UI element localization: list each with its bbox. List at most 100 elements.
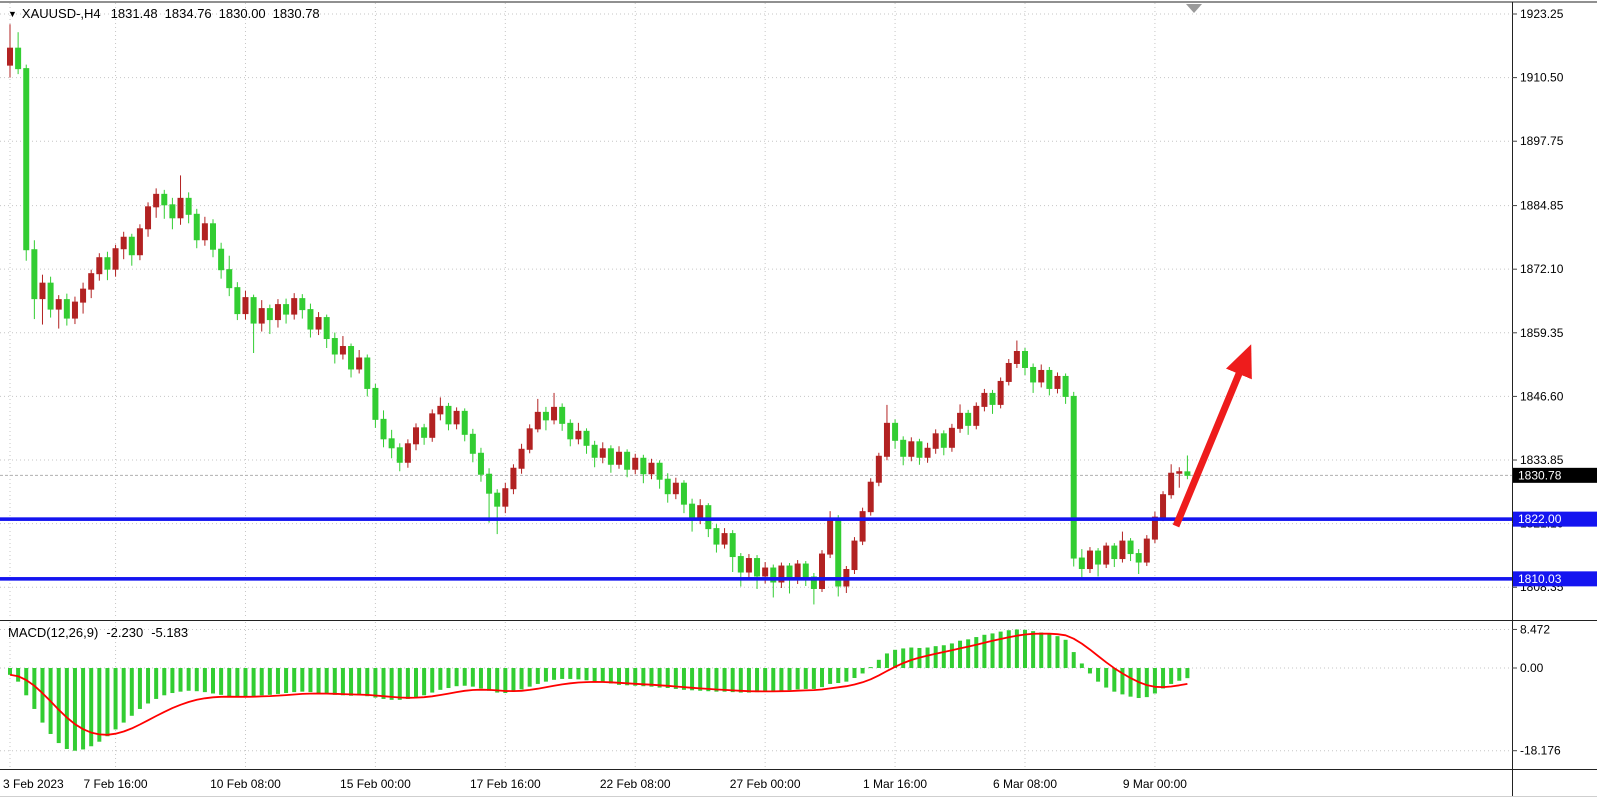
macd-histogram-bar [714,668,719,692]
macd-histogram-bar [746,668,751,693]
candle [997,380,1004,405]
macd-histogram-bar [844,668,849,682]
macd-histogram-bar [308,668,313,693]
symbol-period-label: XAUUSD-,H4 [21,6,101,21]
candle [388,438,395,449]
time-axis-label[interactable]: 15 Feb 00:00 [340,777,411,791]
candle [421,427,428,438]
time-axis-label[interactable]: 22 Feb 08:00 [600,777,671,791]
candle [1030,366,1037,383]
candle [599,448,606,458]
candle [754,558,761,577]
macd-histogram-bar [1087,668,1092,674]
candle [185,197,192,215]
candle [534,411,541,430]
time-axis-label[interactable]: 9 Mar 00:00 [1123,777,1187,791]
candle [1176,471,1183,474]
time-axis-label[interactable]: 7 Feb 16:00 [84,777,148,791]
candle [973,405,980,426]
price-level-badge-label: 1810.03 [1518,572,1562,586]
macd-histogram-bar [698,668,703,691]
candle [875,455,882,483]
macd-histogram-bar [454,668,459,687]
candle [234,287,241,315]
macd-histogram-bar [706,668,711,692]
time-axis-label[interactable]: 10 Feb 08:00 [210,777,281,791]
candle [778,565,785,583]
horizontal-level-line[interactable] [0,577,1512,581]
candle [55,299,62,310]
candle [802,563,809,578]
macd-histogram-bar [357,668,362,696]
candle [932,433,939,449]
horizontal-level-line[interactable] [0,517,1512,521]
macd-histogram-bar [462,668,467,686]
candle [713,528,720,545]
candle [226,269,233,289]
chart-shift-marker-icon[interactable] [1186,4,1202,13]
macd-histogram-bar [519,668,524,690]
time-axis-label[interactable]: 6 Mar 08:00 [993,777,1057,791]
price-level-badge-label: 1822.00 [1518,512,1562,526]
macd-histogram-bar [649,668,654,687]
macd-histogram-bar [560,668,565,679]
candle [697,505,704,520]
candle [867,481,874,513]
candle [80,288,87,303]
candle [526,428,533,450]
ohlc-close: 1830.78 [272,6,320,21]
candle [624,451,631,470]
macd-histogram-bar [381,668,386,699]
macd-histogram-bar [365,668,370,697]
candle [1103,545,1110,565]
macd-histogram-bar [966,639,971,668]
symbol-dropdown-icon[interactable]: ▼ [8,9,17,19]
candle [120,236,127,250]
trend-arrow[interactable] [1172,344,1252,528]
macd-histogram-bar [958,640,963,668]
macd-histogram-bar [349,668,354,696]
candle [323,317,330,340]
candle [908,441,915,457]
macd-histogram-bar [657,668,662,688]
candle [315,317,322,330]
macd-histogram-bar [673,668,678,689]
macd-main-value: -2.230 [106,625,144,640]
macd-histogram-bar [178,668,183,692]
candle [1095,550,1102,565]
price-axis-label: 1910.50 [1520,71,1564,85]
macd-histogram-bar [340,668,345,696]
macd-histogram-bar [1055,636,1060,668]
candle [664,478,671,495]
candle [364,357,371,389]
macd-histogram-bar [275,668,280,694]
candle [989,392,996,405]
candle [96,257,103,275]
macd-histogram-bar [535,668,540,684]
macd-histogram-bar [933,646,938,668]
price-axis-label: 1884.85 [1520,199,1564,213]
candle [672,482,679,495]
time-axis-label[interactable]: 17 Feb 16:00 [470,777,541,791]
time-axis-label[interactable]: 1 Mar 16:00 [863,777,927,791]
macd-histogram-bar [1063,639,1068,668]
candle [518,448,525,469]
macd-histogram-bar [1169,668,1174,684]
candle [559,406,566,424]
candle [1046,369,1053,389]
macd-histogram-bar [430,668,435,693]
macd-histogram-bar [81,668,86,750]
candle [924,447,931,458]
candle [413,427,419,445]
macd-histogram-bar [795,668,800,690]
time-axis-label[interactable]: 27 Feb 00:00 [730,777,801,791]
macd-histogram-bar [137,668,142,709]
candle [1151,516,1158,540]
candle [104,257,111,270]
candle [648,462,655,475]
macd-histogram-bar [259,668,264,696]
candle [957,412,964,429]
candle [169,204,176,219]
time-axis-label[interactable]: 3 Feb 2023 [3,777,64,791]
